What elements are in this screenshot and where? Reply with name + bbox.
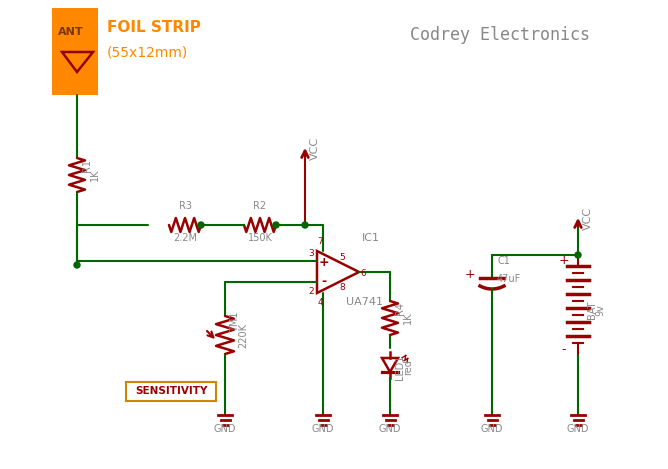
Text: TM1: TM1 [230, 311, 240, 332]
Text: GND: GND [214, 424, 236, 434]
Text: red: red [403, 359, 413, 375]
Circle shape [273, 222, 279, 228]
Text: R4: R4 [395, 302, 405, 315]
Text: 9v: 9v [595, 304, 605, 316]
Text: 8: 8 [339, 282, 345, 292]
Circle shape [575, 252, 581, 258]
Text: -: - [562, 343, 566, 356]
Text: SENSITIVITY: SENSITIVITY [135, 386, 207, 396]
Text: 150K: 150K [248, 233, 273, 243]
Text: R1: R1 [82, 159, 92, 172]
Text: IC1: IC1 [362, 233, 380, 243]
Text: VCC: VCC [583, 206, 593, 229]
Text: 4: 4 [317, 298, 323, 307]
Text: +: + [319, 256, 329, 268]
Text: 2: 2 [309, 287, 314, 295]
Circle shape [74, 262, 80, 268]
Text: ANT: ANT [58, 27, 84, 37]
Text: UA741: UA741 [346, 297, 383, 307]
Text: GND: GND [312, 424, 334, 434]
Text: 2.2M: 2.2M [173, 233, 197, 243]
Text: FOIL STRIP: FOIL STRIP [107, 21, 201, 36]
Text: 1K: 1K [403, 312, 413, 324]
Text: GND: GND [379, 424, 401, 434]
Text: Codrey Electronics: Codrey Electronics [410, 26, 590, 44]
FancyBboxPatch shape [52, 8, 98, 95]
Text: VCC: VCC [310, 136, 320, 159]
Text: +: + [558, 254, 569, 267]
Text: 1K: 1K [90, 169, 100, 181]
Text: (55x12mm): (55x12mm) [107, 45, 188, 59]
Text: R3: R3 [178, 201, 192, 211]
Text: GND: GND [481, 424, 503, 434]
Text: 5: 5 [339, 252, 345, 262]
Text: 220K: 220K [238, 323, 248, 348]
Text: 3: 3 [308, 249, 314, 257]
Text: 7: 7 [317, 237, 323, 246]
Text: -: - [321, 275, 327, 288]
Text: GND: GND [566, 424, 589, 434]
Text: BAT: BAT [587, 301, 597, 319]
Text: +: + [465, 267, 476, 280]
Text: R2: R2 [253, 201, 267, 211]
Text: 47uF: 47uF [497, 274, 521, 284]
Text: C1: C1 [497, 256, 510, 266]
Text: LED1: LED1 [395, 354, 405, 380]
Circle shape [302, 222, 308, 228]
Circle shape [198, 222, 204, 228]
Text: 6: 6 [360, 270, 366, 279]
